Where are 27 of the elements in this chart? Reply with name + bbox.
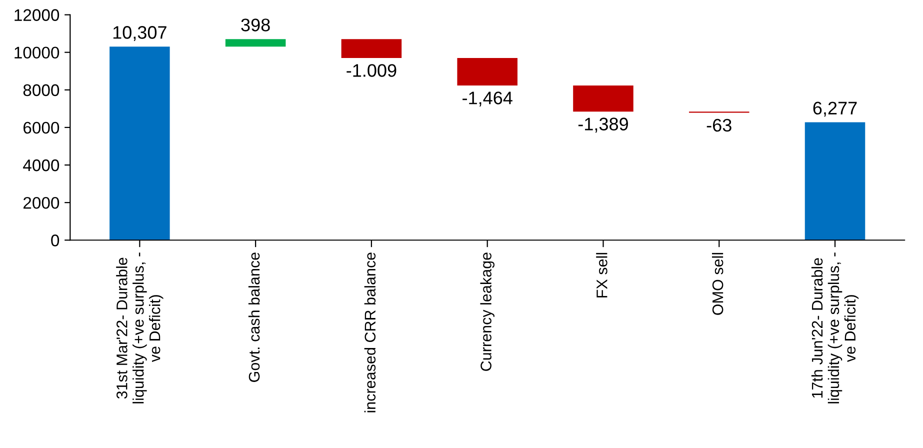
x-tick-label: increased CRR balance	[364, 252, 376, 412]
annotation: -1.009	[346, 64, 396, 77]
data-label: -1,389	[578, 118, 628, 133]
y-tick-label: 12000	[14, 9, 60, 21]
y-tick-label: 0	[51, 234, 60, 246]
y-tick-label: 8000	[23, 84, 60, 96]
x-tick-label: 17th Jun'22- Durable liquidity (+ve surplus, - ve Deficit)	[811, 252, 859, 404]
y-tick-label: 2000	[23, 196, 60, 209]
data-label: 6,277	[813, 102, 857, 117]
x-tick-label: Currency leakage	[480, 252, 494, 371]
bar	[110, 46, 170, 240]
bar	[573, 86, 634, 112]
bar	[225, 39, 286, 47]
x-tick-label: FX sell	[596, 252, 608, 298]
x-tick-label: 31st Mar'22- Durable liquidity (+ve surplus, - ve Deficit)	[116, 252, 164, 404]
y-tick-label: 6000	[24, 122, 60, 134]
bar	[341, 39, 402, 58]
bar	[804, 122, 866, 240]
y-tick-label: 10000	[14, 46, 60, 59]
x-tick-label: OMO sell	[712, 252, 724, 315]
bar	[457, 58, 518, 86]
data-label: 10,307	[113, 26, 166, 41]
data-label: -63	[706, 118, 732, 132]
data-label: 398	[241, 18, 270, 32]
x-tick-label: Govt. cash balance	[248, 252, 260, 382]
data-label: -1,464	[462, 92, 512, 106]
y-tick-label: 4000	[23, 159, 60, 172]
